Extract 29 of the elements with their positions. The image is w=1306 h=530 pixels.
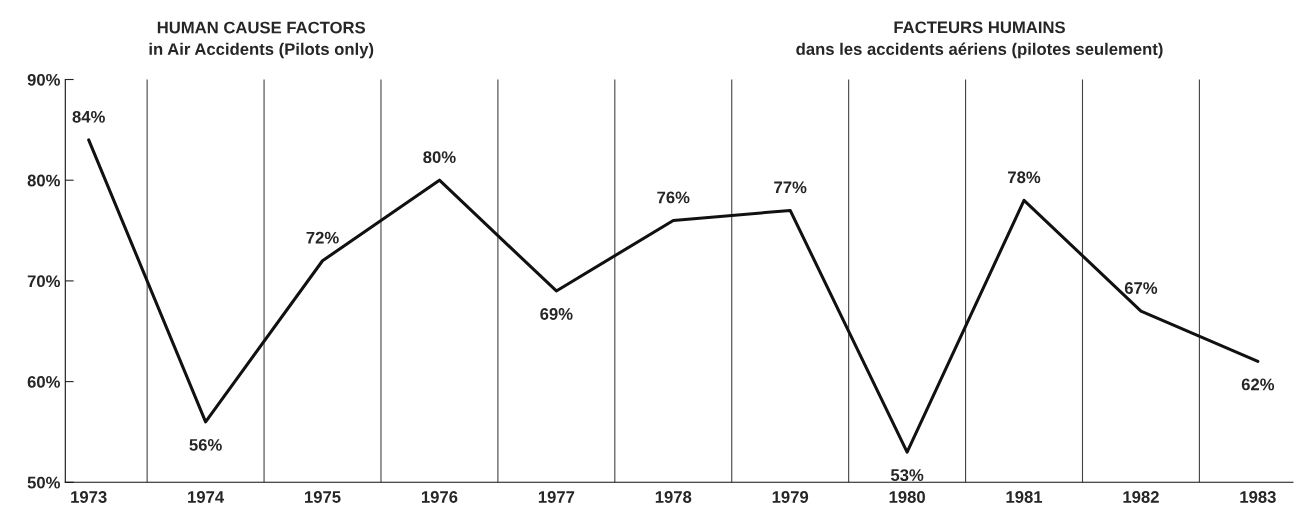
data-label: 84% bbox=[72, 110, 105, 123]
data-label: 69% bbox=[540, 308, 573, 320]
x-tick-label: 1981 bbox=[1006, 491, 1043, 503]
data-label: 72% bbox=[306, 231, 339, 244]
x-tick-label: 1978 bbox=[655, 491, 692, 503]
data-label: 80% bbox=[423, 151, 456, 164]
y-tick-label: 50% bbox=[27, 476, 60, 489]
x-tick-label: 1982 bbox=[1123, 491, 1159, 503]
x-tick-label: 1974 bbox=[188, 491, 225, 503]
x-tick-label: 1976 bbox=[421, 491, 458, 503]
data-label: 62% bbox=[1241, 378, 1275, 391]
chart-title: HUMAN CAUSE FACTORS in Air Accidents (Pilots only) bbox=[149, 21, 374, 59]
data-label: 53% bbox=[890, 469, 924, 482]
x-tick-label: 1975 bbox=[305, 491, 341, 503]
data-label: 76% bbox=[657, 191, 690, 204]
y-tick-label: 70% bbox=[27, 275, 60, 288]
x-tick-label: 1977 bbox=[538, 491, 575, 503]
data-label: 56% bbox=[189, 438, 222, 451]
data-label: 78% bbox=[1008, 171, 1041, 184]
data-label: 67% bbox=[1124, 282, 1158, 294]
x-tick-label: 1980 bbox=[889, 491, 925, 503]
y-tick-label: 80% bbox=[27, 174, 60, 187]
y-tick-label: 90% bbox=[27, 73, 60, 86]
chart-subtitle: FACTEURS HUMAINS dans les accidents aériens (pilotes seulement) bbox=[796, 21, 1163, 59]
x-tick-label: 1973 bbox=[71, 491, 107, 503]
x-tick-label: 1983 bbox=[1240, 491, 1276, 503]
x-tick-label: 1979 bbox=[772, 491, 809, 503]
y-tick-label: 60% bbox=[27, 376, 60, 388]
data-label: 77% bbox=[774, 181, 807, 194]
